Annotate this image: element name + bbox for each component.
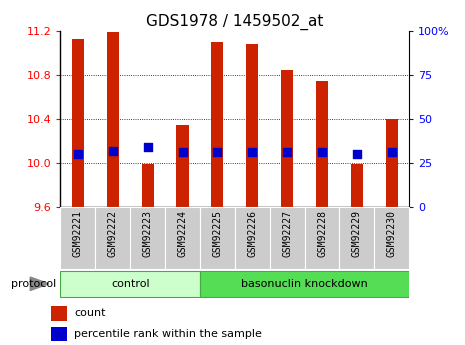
Bar [339,207,374,269]
Text: basonuclin knockdown: basonuclin knockdown [241,279,368,289]
Text: control: control [111,279,150,289]
Bar [270,207,305,269]
Point [388,150,395,155]
Point [109,148,116,154]
Text: GSM92229: GSM92229 [352,210,362,257]
Text: GSM92221: GSM92221 [73,210,83,257]
Bar [316,80,328,207]
Polygon shape [30,277,49,290]
Point [283,150,291,155]
Bar [305,207,339,269]
Point [214,150,221,155]
Bar [200,207,235,269]
Text: GSM92222: GSM92222 [108,210,118,257]
Bar [60,207,95,269]
Text: GSM92227: GSM92227 [282,210,292,257]
Text: GSM92224: GSM92224 [178,210,187,257]
Text: count: count [74,308,106,318]
Point [144,145,152,150]
Bar [165,207,200,269]
Bar [246,44,259,207]
Bar [95,207,130,269]
Bar [60,270,200,297]
Bar [374,207,409,269]
Bar [51,327,67,341]
Text: GSM92225: GSM92225 [213,210,222,257]
Bar [106,32,119,207]
Point [353,151,361,157]
Bar [281,70,293,207]
Bar [141,164,154,207]
Bar [176,125,189,207]
Bar [130,207,165,269]
Bar [235,207,270,269]
Point [318,150,325,155]
Text: protocol: protocol [11,279,56,289]
Title: GDS1978 / 1459502_at: GDS1978 / 1459502_at [146,13,324,30]
Bar [51,306,67,321]
Bar [200,270,409,297]
Point [74,151,82,157]
Point [179,150,186,155]
Text: percentile rank within the sample: percentile rank within the sample [74,329,262,339]
Text: GSM92230: GSM92230 [387,210,397,257]
Bar [72,39,84,207]
Bar [211,42,224,207]
Bar [351,164,363,207]
Bar [385,119,398,207]
Point [248,150,256,155]
Text: GSM92226: GSM92226 [247,210,257,257]
Text: GSM92223: GSM92223 [143,210,153,257]
Text: GSM92228: GSM92228 [317,210,327,257]
